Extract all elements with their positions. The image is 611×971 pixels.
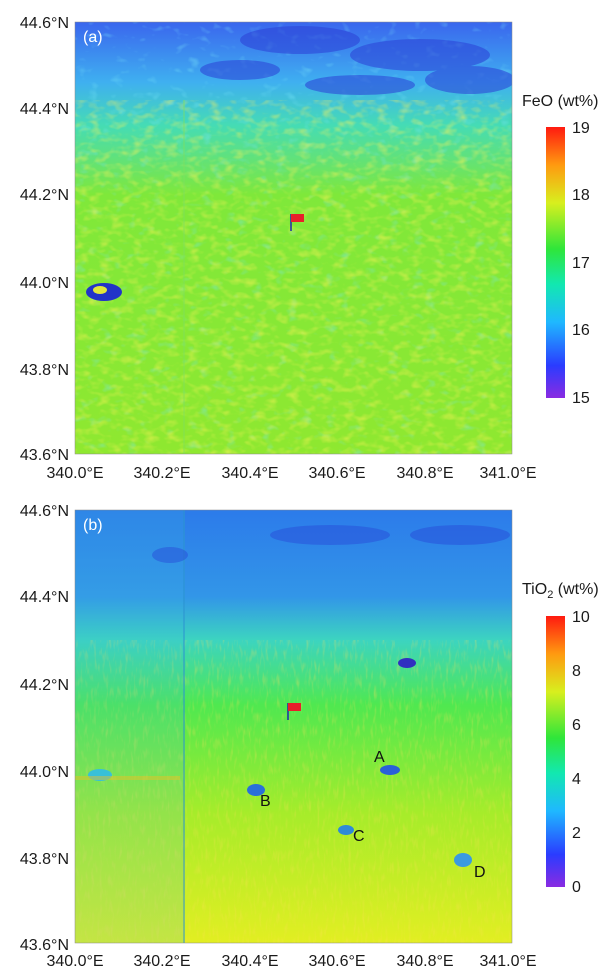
panel-b: (b) 44.6°N 44.4°N 44.2°N 44.0°N 43.8°N 4… <box>20 503 599 970</box>
colorbar-tick: 8 <box>572 663 581 680</box>
site-labels: A B C D <box>260 749 486 881</box>
lon-tick: 340.2°E <box>133 953 190 970</box>
colorbar-tick: 6 <box>572 717 581 734</box>
lon-tick: 340.2°E <box>133 465 190 482</box>
panel-b-tag: (b) <box>83 517 103 534</box>
colorbar-tick: 16 <box>572 322 590 339</box>
colorbar-tick: 10 <box>572 609 590 626</box>
colorbar-ramp <box>546 616 565 887</box>
lat-tick: 43.6°N <box>20 447 69 464</box>
craters <box>88 658 472 867</box>
panel-a-colorbar: FeO (wt%) 19 18 17 16 15 <box>522 93 598 407</box>
panel-b-lat-axis: 44.6°N 44.4°N 44.2°N 44.0°N 43.8°N 43.6°… <box>20 503 69 954</box>
lat-tick: 44.2°N <box>20 187 69 204</box>
lat-tick: 43.8°N <box>20 362 69 379</box>
colorbar-tick: 15 <box>572 390 590 407</box>
lat-tick: 44.2°N <box>20 677 69 694</box>
crater-a <box>86 283 122 301</box>
lon-tick: 341.0°E <box>479 465 536 482</box>
lat-tick: 44.0°N <box>20 764 69 781</box>
lon-tick: 340.0°E <box>46 953 103 970</box>
lon-tick: 340.4°E <box>221 465 278 482</box>
lon-tick: 340.8°E <box>396 465 453 482</box>
colorbar-title: FeO (wt%) <box>522 93 598 110</box>
site-label-d: D <box>474 864 486 881</box>
lon-tick: 340.4°E <box>221 953 278 970</box>
lat-tick: 43.6°N <box>20 937 69 954</box>
lat-tick: 44.4°N <box>20 101 69 118</box>
site-label-a: A <box>374 749 385 766</box>
low-feo-region <box>200 26 512 95</box>
lat-tick: 44.0°N <box>20 275 69 292</box>
landing-site-flag-icon <box>287 703 301 720</box>
panel-b-lon-axis: 340.0°E 340.2°E 340.4°E 340.6°E 340.8°E … <box>46 953 536 970</box>
lon-tick: 340.0°E <box>46 465 103 482</box>
low-tio2-region <box>152 525 510 563</box>
panel-a-lon-axis: 340.0°E 340.2°E 340.4°E 340.6°E 340.8°E … <box>46 465 536 482</box>
colorbar-tick: 17 <box>572 255 590 272</box>
lat-tick: 43.8°N <box>20 851 69 868</box>
lon-tick: 341.0°E <box>479 953 536 970</box>
colorbar-tick: 18 <box>572 187 590 204</box>
lon-tick: 340.8°E <box>396 953 453 970</box>
lon-tick: 340.6°E <box>308 465 365 482</box>
lat-tick: 44.6°N <box>20 15 69 32</box>
lat-tick: 44.4°N <box>20 589 69 606</box>
site-label-c: C <box>353 828 365 845</box>
colorbar-tick: 4 <box>572 771 581 788</box>
site-label-b: B <box>260 793 271 810</box>
colorbar-tick: 19 <box>572 120 590 137</box>
lon-tick: 340.6°E <box>308 953 365 970</box>
panel-a-tag: (a) <box>83 29 103 46</box>
colorbar-ramp <box>546 127 565 398</box>
panel-a: (a) 44.6°N 44.4°N 44.2°N 44.0°N 43.8°N 4… <box>20 15 599 482</box>
colorbar-title: TiO2 (wt%) <box>522 581 599 601</box>
panel-a-lat-axis: 44.6°N 44.4°N 44.2°N 44.0°N 43.8°N 43.6°… <box>20 15 69 464</box>
colorbar-tick: 0 <box>572 879 581 896</box>
lat-tick: 44.6°N <box>20 503 69 520</box>
colorbar-tick: 2 <box>572 825 581 842</box>
panel-b-colorbar: TiO2 (wt%) 10 8 6 4 2 0 <box>522 581 599 896</box>
landing-site-flag-icon <box>290 214 304 231</box>
